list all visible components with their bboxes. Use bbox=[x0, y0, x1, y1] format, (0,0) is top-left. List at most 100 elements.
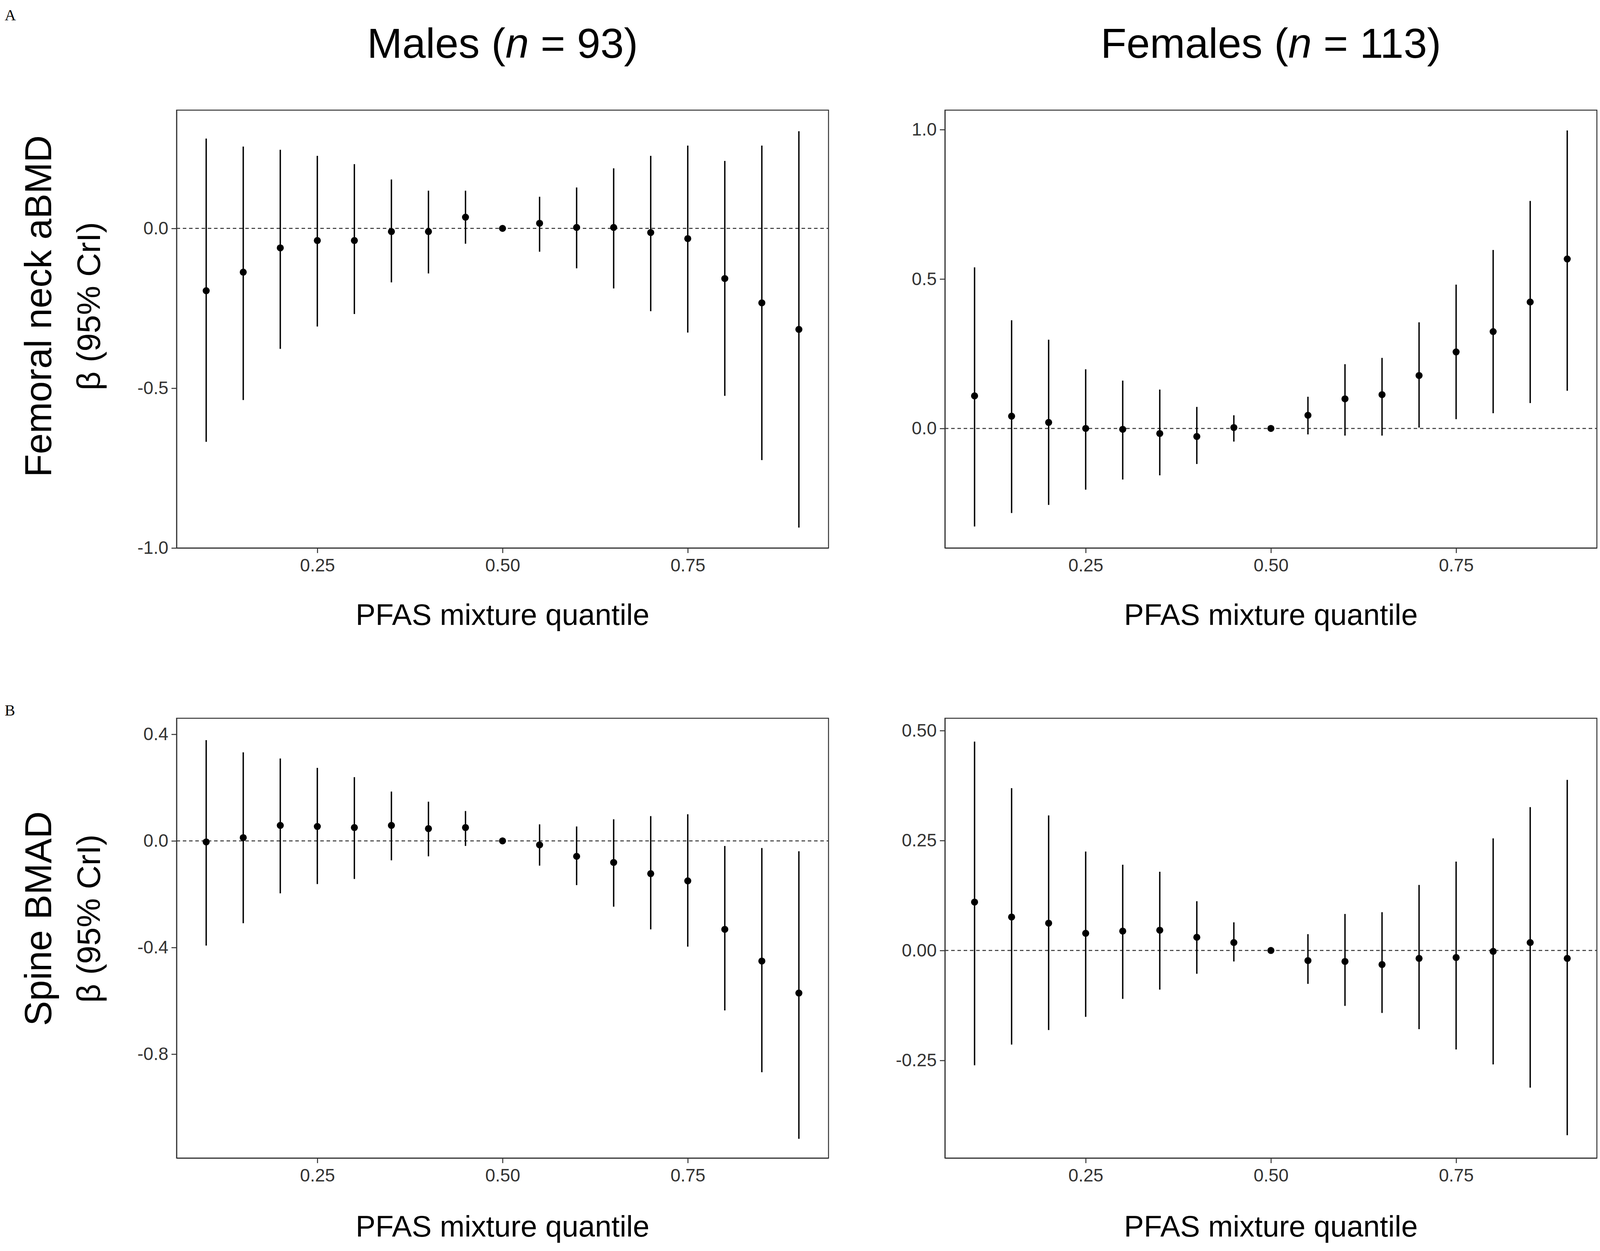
x-tick-label: 0.75 bbox=[670, 1165, 706, 1186]
point-estimate bbox=[239, 268, 247, 276]
y-tick-label: -0.5 bbox=[137, 377, 169, 399]
x-tick: 0.75 bbox=[1438, 1158, 1474, 1186]
y-axis: 0.0 0.5 1.0 bbox=[911, 110, 945, 549]
point-estimate bbox=[1563, 955, 1571, 963]
point-estimate bbox=[1008, 913, 1016, 921]
y-axis-title: β (95% CrI) bbox=[70, 834, 108, 1003]
y-axis-line bbox=[944, 718, 946, 1159]
point-estimate bbox=[684, 235, 692, 243]
x-axis-title: PFAS mixture quantile bbox=[1124, 1209, 1418, 1243]
y-axis-title: Spine BMAD bbox=[17, 811, 59, 1027]
point-estimate bbox=[1119, 425, 1127, 433]
y-tick-mark bbox=[939, 730, 945, 732]
point-estimate bbox=[1341, 958, 1349, 966]
x-tick-mark bbox=[1270, 1158, 1272, 1164]
x-tick-mark bbox=[687, 548, 689, 554]
point-estimate bbox=[647, 870, 655, 878]
point-estimate bbox=[1267, 425, 1275, 433]
x-tick: 0.50 bbox=[485, 1158, 521, 1186]
x-tick-mark bbox=[687, 1158, 689, 1164]
point-estimate bbox=[1452, 954, 1460, 962]
point-estimate bbox=[1563, 255, 1571, 263]
y-tick-mark bbox=[939, 840, 945, 842]
x-tick-label: 0.75 bbox=[1438, 555, 1474, 576]
x-axis-title: PFAS mixture quantile bbox=[1124, 598, 1418, 632]
x-tick: 0.50 bbox=[1253, 1158, 1289, 1186]
x-tick-label: 0.25 bbox=[1068, 1165, 1104, 1186]
point-estimate bbox=[758, 957, 766, 965]
x-tick: 0.50 bbox=[1253, 548, 1289, 576]
plot-frame bbox=[176, 718, 829, 1159]
point-estimate bbox=[535, 841, 543, 849]
point-estimate bbox=[313, 823, 321, 831]
x-tick-mark bbox=[317, 548, 319, 554]
y-tick-mark bbox=[939, 428, 945, 430]
x-axis: 0.25 0.50 0.75 bbox=[176, 1158, 829, 1186]
point-estimate bbox=[1045, 919, 1053, 927]
y-tick-mark bbox=[171, 947, 177, 949]
x-tick: 0.75 bbox=[670, 548, 706, 576]
x-axis-title: PFAS mixture quantile bbox=[355, 1209, 650, 1243]
y-tick-label: 0.0 bbox=[911, 417, 937, 439]
y-tick: 0.0 bbox=[911, 417, 945, 439]
y-tick: -0.5 bbox=[137, 377, 177, 399]
point-estimate bbox=[971, 898, 979, 906]
y-tick-mark bbox=[939, 278, 945, 281]
point-estimate bbox=[610, 858, 618, 867]
y-tick-label: 0.4 bbox=[143, 723, 169, 745]
x-axis-title: PFAS mixture quantile bbox=[355, 598, 650, 632]
point-estimate bbox=[535, 219, 543, 227]
point-estimate bbox=[202, 287, 210, 295]
panel-title: Females (n = 113) bbox=[1100, 19, 1442, 67]
plot-frame bbox=[944, 718, 1597, 1159]
x-tick: 0.75 bbox=[670, 1158, 706, 1186]
point-estimate bbox=[239, 834, 247, 842]
y-tick-label: 0.00 bbox=[901, 940, 937, 961]
point-estimate bbox=[462, 824, 470, 832]
x-tick-label: 0.50 bbox=[1253, 1165, 1289, 1186]
point-estimate bbox=[425, 228, 433, 236]
point-estimate bbox=[758, 299, 766, 307]
point-estimate bbox=[795, 325, 803, 333]
plot-area bbox=[176, 740, 829, 1140]
panel-label: B bbox=[4, 701, 16, 720]
point-estimate bbox=[276, 244, 284, 252]
point-estimate bbox=[387, 228, 395, 236]
y-tick: 0.50 bbox=[901, 720, 945, 741]
point-estimate bbox=[425, 825, 433, 833]
panel: 0.25 0.50 0.75 0.0 0.5 1.0 Females (n = 113) PF… bbox=[911, 19, 1597, 632]
x-tick-label: 0.25 bbox=[1068, 555, 1104, 576]
point-estimate bbox=[1230, 424, 1238, 432]
y-tick: 0.0 bbox=[143, 217, 177, 239]
x-axis: 0.250.500.75 bbox=[176, 548, 829, 576]
point-estimate bbox=[1156, 430, 1164, 438]
point-estimate bbox=[1008, 412, 1016, 420]
y-tick: 1.0 bbox=[911, 119, 945, 140]
x-tick: 0.25 bbox=[300, 1158, 336, 1186]
point-estimate bbox=[462, 213, 470, 221]
y-tick-label: -1.0 bbox=[137, 537, 169, 558]
point-estimate bbox=[1489, 328, 1497, 336]
point-estimate bbox=[1230, 939, 1238, 947]
y-tick: 0.5 bbox=[911, 268, 945, 290]
point-estimate bbox=[1045, 419, 1053, 427]
point-estimate bbox=[276, 821, 284, 829]
y-axis-line bbox=[944, 110, 946, 549]
point-estimate bbox=[647, 228, 655, 236]
y-axis-line bbox=[176, 110, 178, 549]
point-estimate bbox=[1489, 948, 1497, 956]
x-tick-mark bbox=[1455, 1158, 1458, 1164]
panel-title: Males (n = 93) bbox=[367, 19, 638, 67]
point-estimate bbox=[1119, 927, 1127, 935]
point-estimate bbox=[313, 237, 321, 245]
y-tick-mark bbox=[171, 547, 177, 549]
x-tick-mark bbox=[502, 1158, 504, 1164]
x-tick-mark bbox=[317, 1158, 319, 1164]
y-tick-mark bbox=[939, 1060, 945, 1062]
y-tick-label: 0.5 bbox=[911, 268, 937, 290]
y-tick: -0.4 bbox=[137, 937, 177, 958]
y-tick: 0.00 bbox=[901, 940, 945, 961]
point-estimate bbox=[1304, 411, 1312, 419]
y-tick-label: 0.25 bbox=[901, 830, 937, 851]
x-tick: 0.25 bbox=[300, 548, 336, 576]
